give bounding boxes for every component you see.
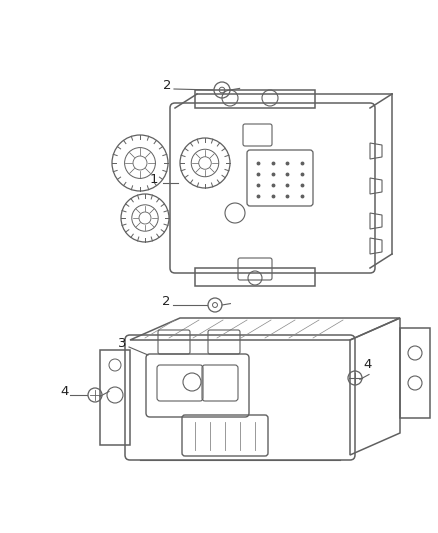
Text: 4: 4 xyxy=(60,385,68,398)
Text: 4: 4 xyxy=(363,358,371,371)
Text: 1: 1 xyxy=(150,173,159,186)
Text: 2: 2 xyxy=(162,295,170,308)
Text: 3: 3 xyxy=(118,337,127,350)
Text: 2: 2 xyxy=(163,79,172,92)
